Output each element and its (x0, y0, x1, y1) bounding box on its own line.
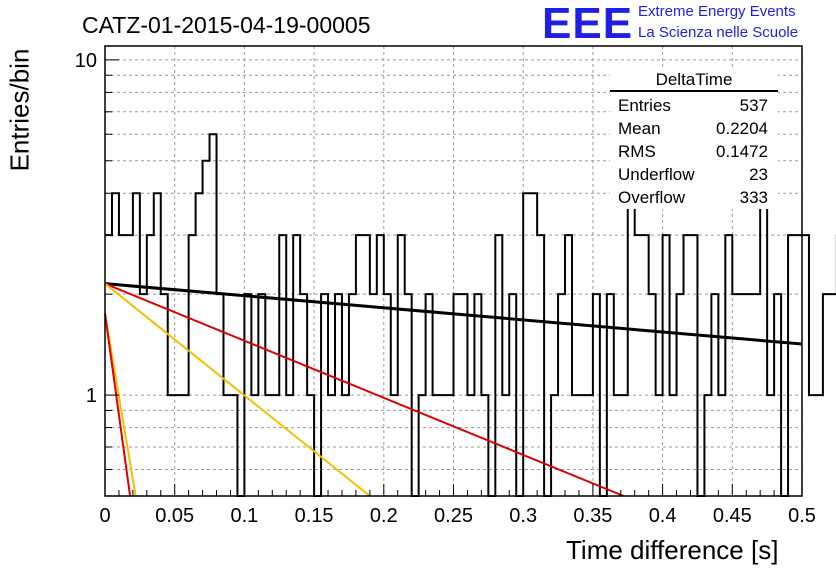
org-name-line1: Extreme Energy Events (638, 3, 796, 20)
stats-row: Mean 0.2204 (610, 117, 778, 140)
x-tick-label: 0.2 (370, 505, 398, 527)
stats-row: Underflow 23 (610, 163, 778, 186)
fit-line (104, 313, 132, 497)
stats-value: 23 (749, 165, 768, 184)
fit-line (104, 282, 803, 346)
stats-value: 537 (739, 96, 768, 115)
y-axis-label: Entries/bin (4, 48, 35, 172)
x-tick-label: 0.25 (434, 505, 473, 527)
histogram-title: CATZ-01-2015-04-19-00005 (82, 12, 371, 38)
stats-title: DeltaTime (610, 70, 778, 92)
x-tick-label: 0.3 (509, 505, 537, 527)
x-tick-label: 0.5 (788, 505, 816, 527)
stats-label: Entries (618, 96, 671, 115)
stats-label: RMS (618, 142, 656, 161)
x-axis-label: Time difference [s] (566, 535, 779, 565)
axis-ticks: 0 0.05 0.1 0.15 0.2 0.25 0.3 0.35 0.4 0.45 0.5 1 10 (75, 50, 816, 527)
x-tick-label: 0.45 (713, 505, 752, 527)
x-tick-label: 0.35 (573, 505, 612, 527)
y-tick-label: 1 (86, 385, 97, 407)
stats-row: Overflow 333 (610, 186, 778, 209)
org-name-line2: La Scienza nelle Scuole (638, 24, 799, 41)
stats-value: 0.2204 (716, 119, 768, 138)
x-tick-label: 0.4 (649, 505, 677, 527)
fit-lines (104, 282, 803, 497)
x-tick-label: 0 (99, 505, 110, 527)
stats-label: Underflow (618, 165, 695, 184)
eee-logo: EEE (542, 0, 634, 48)
stats-row: Entries 537 (610, 94, 778, 117)
y-tick-label: 10 (75, 50, 97, 72)
stats-row: RMS 0.1472 (610, 140, 778, 163)
stats-value: 333 (739, 188, 768, 207)
x-tick-label: 0.05 (155, 505, 194, 527)
stats-value: 0.1472 (716, 142, 768, 161)
fit-line (104, 282, 624, 497)
x-tick-label: 0.1 (230, 505, 258, 527)
stats-box: DeltaTime Entries 537 Mean 0.2204 RMS 0.1472 U… (610, 70, 778, 209)
fit-line (104, 282, 371, 497)
x-tick-label: 0.15 (295, 505, 334, 527)
stats-label: Overflow (618, 188, 686, 207)
stats-label: Mean (618, 119, 661, 138)
